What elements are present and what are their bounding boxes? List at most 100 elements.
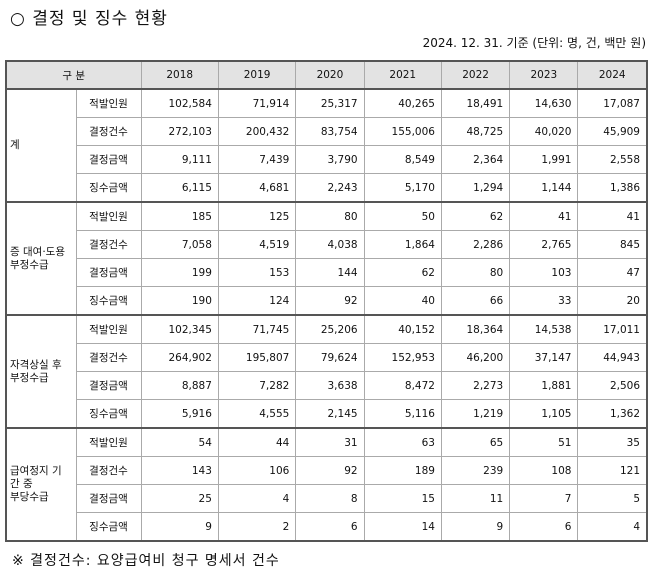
cell: 80	[295, 201, 365, 231]
cell: 3,790	[295, 145, 365, 174]
table-row: 징수금액 190 124 92 40 66 33 20	[6, 286, 648, 316]
cell: 6	[509, 512, 579, 542]
cell: 46,200	[440, 343, 511, 372]
group-label: 급여정지 기간 중 부당수급	[5, 427, 77, 542]
cell: 152,953	[363, 343, 442, 372]
footnote: ※ 결정건수: 요양급여비 청구 명세서 건수	[12, 553, 280, 569]
cell: 185	[140, 201, 219, 231]
row-label: 결정건수	[75, 343, 142, 372]
column-header: 2023	[509, 60, 579, 90]
cell: 1,294	[440, 173, 511, 203]
cell: 47	[577, 258, 648, 287]
table-row: 결정금액 25 4 8 15 11 7 5	[6, 484, 648, 513]
group-label-line: 계	[10, 139, 20, 151]
cell: 45,909	[577, 117, 648, 146]
row-label: 적발인원	[75, 314, 142, 344]
cell: 31	[295, 427, 365, 457]
table-row: 결정금액 8,887 7,282 3,638 8,472 2,273 1,881 2,506	[6, 371, 648, 400]
row-label: 결정건수	[75, 117, 142, 146]
cell: 83,754	[295, 117, 365, 146]
cell: 1,386	[577, 173, 648, 203]
row-label: 징수금액	[75, 286, 142, 316]
cell: 14,630	[509, 88, 579, 118]
cell: 2	[217, 512, 297, 542]
column-header: 2021	[363, 60, 442, 90]
cell: 17,087	[577, 88, 648, 118]
cell: 80	[440, 258, 511, 287]
cell: 7	[509, 484, 579, 513]
cell: 8	[295, 484, 365, 513]
cell: 40,020	[509, 117, 579, 146]
cell: 41	[577, 201, 648, 231]
cell: 155,006	[363, 117, 442, 146]
table-row: 징수금액 5,916 4,555 2,145 5,116 1,219 1,105 1,362	[6, 399, 648, 429]
row-label: 결정건수	[75, 456, 142, 485]
cell: 92	[295, 286, 365, 316]
cell: 7,439	[217, 145, 297, 174]
cell: 2,286	[440, 230, 511, 259]
cell: 25,206	[295, 314, 365, 344]
table: 구 분 2018 2019 2020 2021 2022 2023 2024 계 적발인원 102,…	[5, 60, 648, 542]
table-row: 계 적발인원 102,584 71,914 25,317 40,265 18,491 14,6…	[5, 88, 648, 203]
cell: 102,584	[140, 88, 219, 118]
cell: 51	[509, 427, 579, 457]
cell: 9	[440, 512, 511, 542]
cell: 8,472	[363, 371, 442, 400]
cell: 9,111	[140, 145, 219, 174]
cell: 2,506	[577, 371, 648, 400]
table-row: 급여정지 기간 중 부당수급 적발인원 54 44 31 63 65 51 35	[5, 427, 648, 542]
cell: 71,745	[217, 314, 297, 344]
table-row: 결정금액 199 153 144 62 80 103 47	[6, 258, 648, 287]
cell: 1,219	[440, 399, 511, 429]
cell: 40	[363, 286, 442, 316]
cell: 189	[363, 456, 442, 485]
cell: 79,624	[295, 343, 365, 372]
cell: 54	[140, 427, 219, 457]
cell: 40,152	[363, 314, 442, 344]
table-row: 결정건수 143 106 92 189 239 108 121	[6, 456, 648, 485]
cell: 4,555	[217, 399, 297, 429]
cell: 15	[363, 484, 442, 513]
cell: 239	[440, 456, 511, 485]
cell: 2,364	[440, 145, 511, 174]
cell: 102,345	[140, 314, 219, 344]
table-row: 징수금액 6,115 4,681 2,243 5,170 1,294 1,144 1,386	[6, 173, 648, 203]
cell: 8,887	[140, 371, 219, 400]
group-label: 증 대여·도용 부정수급	[5, 201, 77, 316]
cell: 4,038	[295, 230, 365, 259]
cell: 1,991	[509, 145, 579, 174]
group-label: 자격상실 후 부정수급	[5, 314, 77, 429]
cell: 20	[577, 286, 648, 316]
cell: 7,282	[217, 371, 297, 400]
row-label: 결정금액	[75, 145, 142, 174]
table-row: 결정건수 272,103 200,432 83,754 155,006 48,725 40,…	[6, 117, 648, 146]
cell: 124	[217, 286, 297, 316]
cell: 845	[577, 230, 648, 259]
table-row: 자격상실 후 부정수급 적발인원 102,345 71,745 25,206 40,152 1…	[5, 314, 648, 429]
cell: 63	[363, 427, 442, 457]
column-header: 2020	[295, 60, 365, 90]
cell: 2,765	[509, 230, 579, 259]
cell: 65	[440, 427, 511, 457]
cell: 2,243	[295, 173, 365, 203]
cell: 200,432	[217, 117, 297, 146]
cell: 14	[363, 512, 442, 542]
cell: 8,549	[363, 145, 442, 174]
cell: 1,881	[509, 371, 579, 400]
cell: 2,558	[577, 145, 648, 174]
table-row: 결정건수 264,902 195,807 79,624 152,953 46,200 37,…	[6, 343, 648, 372]
column-header: 2018	[140, 60, 219, 90]
cell: 7,058	[140, 230, 219, 259]
cell: 2,273	[440, 371, 511, 400]
row-label: 징수금액	[75, 173, 142, 203]
group-label-line: 부당수급	[10, 491, 49, 503]
cell: 14,538	[509, 314, 579, 344]
cell: 153	[217, 258, 297, 287]
cell: 106	[217, 456, 297, 485]
cell: 1,362	[577, 399, 648, 429]
cell: 4,681	[217, 173, 297, 203]
row-label: 징수금액	[75, 512, 142, 542]
cell: 35	[577, 427, 648, 457]
cell: 272,103	[140, 117, 219, 146]
group-label-line: 자격상실 후	[10, 358, 62, 371]
